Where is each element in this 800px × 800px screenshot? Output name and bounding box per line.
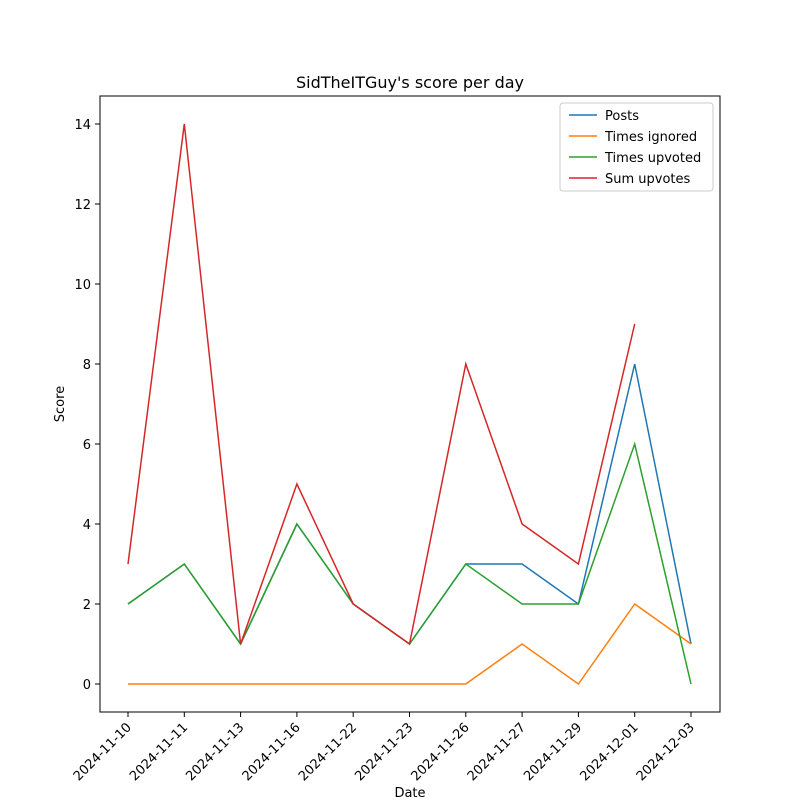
series-line <box>128 602 692 686</box>
x-tick-label: 2024-11-29 <box>521 720 585 784</box>
series-line <box>127 363 692 646</box>
y-tick-label: 0 <box>83 678 91 693</box>
x-tick-label: 2024-12-03 <box>634 720 698 784</box>
x-tick-label: 2024-11-26 <box>409 720 473 784</box>
x-tick-label: 2024-11-10 <box>71 720 135 784</box>
x-tick-label: 2024-12-01 <box>577 720 641 784</box>
series-line <box>127 123 636 646</box>
x-tick-label: 2024-11-16 <box>240 720 304 784</box>
y-tick-label: 6 <box>83 438 91 453</box>
x-tick-label: 2024-11-27 <box>465 720 529 784</box>
x-tick-label: 2024-11-11 <box>127 720 191 784</box>
legend-label: Sum upvotes <box>605 172 691 187</box>
y-tick-label: 14 <box>74 118 91 133</box>
y-tick-label: 12 <box>74 198 91 213</box>
y-tick-label: 8 <box>83 358 91 373</box>
x-tick-label: 2024-11-22 <box>296 720 360 784</box>
x-axis-label: Date <box>394 786 425 800</box>
y-tick-label: 10 <box>74 278 91 293</box>
y-axis-label: Score <box>53 386 68 422</box>
legend-box <box>559 102 714 192</box>
y-tick-label: 4 <box>83 518 91 533</box>
y-tick-label: 2 <box>83 598 91 613</box>
x-tick-label: 2024-11-13 <box>183 720 247 784</box>
legend-label: Times upvoted <box>604 151 701 166</box>
x-tick-label: 2024-11-23 <box>352 720 416 784</box>
series-line <box>127 441 692 685</box>
chart-title: SidTheITGuy's score per day <box>296 73 524 92</box>
legend-label: Times ignored <box>604 130 697 145</box>
legend-label: Posts <box>605 109 639 124</box>
